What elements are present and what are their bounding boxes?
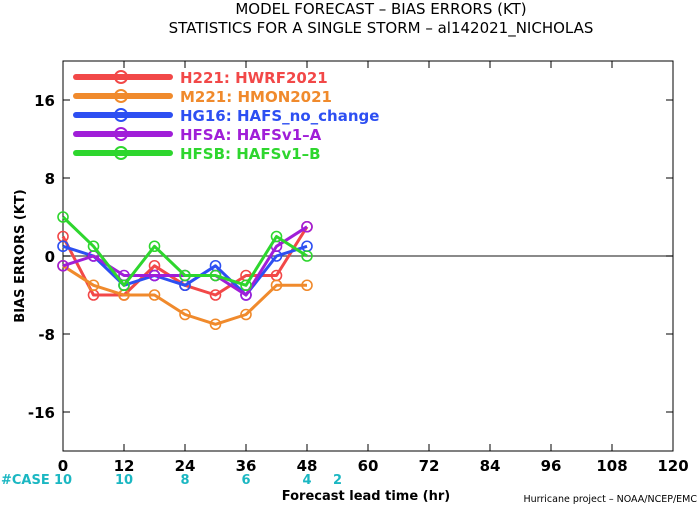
x-tick-label: 24	[175, 457, 196, 475]
x-tick-label: 12	[114, 457, 135, 475]
credit-text: Hurricane project – NOAA/NCEP/EMC	[523, 494, 697, 505]
x-axis-label: Forecast lead time (hr)	[282, 489, 450, 504]
series-group	[57, 211, 313, 292]
y-tick-label: -8	[38, 326, 55, 344]
legend-label: HFSB: HAFSv1–B	[180, 145, 321, 163]
series-line	[62, 264, 307, 326]
x-tick-label: 48	[297, 457, 318, 475]
x-tick-label: 120	[657, 457, 688, 475]
legend-marker	[114, 89, 128, 103]
series-layer	[57, 211, 313, 331]
cases-label: #CASE	[1, 473, 50, 488]
legend-marker	[114, 70, 128, 84]
data-point	[148, 289, 161, 301]
data-point	[270, 279, 283, 292]
series-group	[57, 259, 313, 331]
legend-label: HG16: HAFS_no_change	[180, 107, 379, 125]
case-count: 4	[302, 473, 311, 488]
y-axis: -16 -8 0 8 16	[28, 92, 673, 422]
x-tick-label: 0	[58, 457, 68, 475]
case-count: 10	[115, 473, 133, 488]
data-point	[209, 269, 222, 282]
legend-marker	[114, 127, 128, 141]
data-point	[301, 250, 313, 262]
data-point	[57, 240, 69, 253]
case-count: 2	[333, 473, 342, 488]
series-line	[62, 244, 308, 297]
data-point	[240, 308, 252, 321]
data-point	[209, 289, 222, 301]
y-tick-label: 16	[34, 92, 55, 110]
data-point	[148, 269, 161, 282]
legend-marker	[114, 146, 128, 160]
legend-label: HFSA: HAFSv1–A	[180, 126, 322, 144]
data-point	[179, 269, 191, 282]
series-line	[61, 215, 308, 287]
data-point	[87, 279, 100, 292]
legend-label: M221: HMON2021	[180, 88, 332, 106]
case-count: 10	[54, 473, 72, 488]
data-point	[57, 259, 69, 272]
data-point	[270, 230, 283, 243]
case-count: 6	[241, 473, 250, 488]
x-tick-label: 108	[596, 457, 627, 475]
x-axis: 0 12 24 36 48 60 72 84 96 108 120	[58, 61, 689, 475]
y-axis-label: BIAS ERRORS (KT)	[13, 189, 28, 322]
data-point	[301, 220, 313, 233]
data-point	[240, 279, 252, 292]
chart-subtitle: STATISTICS FOR A SINGLE STORM – al142021…	[169, 19, 594, 38]
data-point	[118, 279, 130, 292]
x-tick-label: 60	[358, 457, 379, 475]
x-tick-label: 72	[419, 457, 440, 475]
data-point	[87, 240, 100, 253]
data-point	[57, 211, 69, 223]
legend-label: H221: HWRF2021	[180, 69, 328, 87]
data-point	[209, 318, 222, 331]
legend-marker	[114, 108, 128, 122]
data-point	[301, 279, 313, 292]
data-point	[148, 240, 161, 253]
data-point	[179, 308, 191, 321]
x-tick-label: 84	[480, 457, 501, 475]
y-tick-label: 0	[45, 248, 55, 266]
y-tick-label: -16	[28, 404, 55, 422]
case-counts: 10 10 8 6 4 2	[54, 473, 342, 488]
chart-title: MODEL FORECAST – BIAS ERRORS (KT)	[235, 0, 526, 18]
x-tick-label: 36	[236, 457, 257, 475]
x-tick-label: 96	[541, 457, 562, 475]
y-tick-label: 8	[45, 170, 55, 188]
case-count: 8	[180, 473, 189, 488]
